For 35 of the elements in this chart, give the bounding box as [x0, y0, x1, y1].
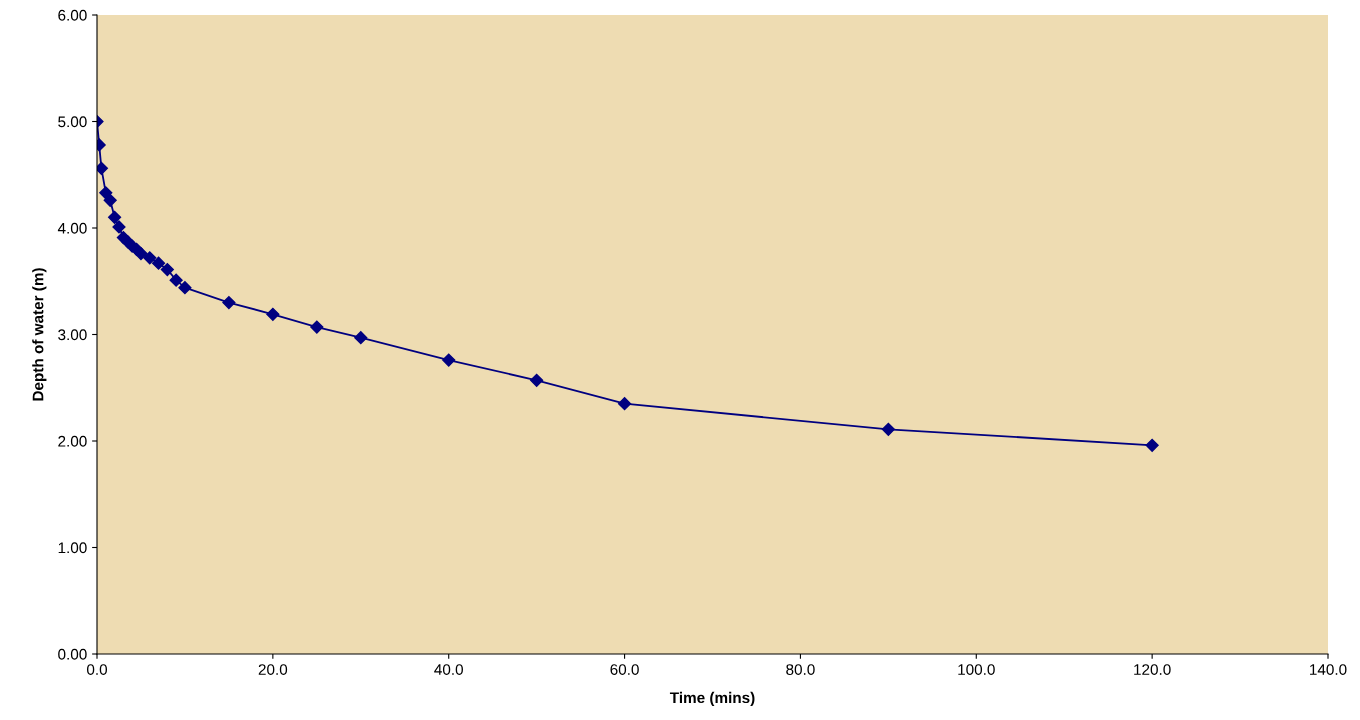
y-axis-title: Depth of water (m)	[32, 268, 47, 401]
y-tick-label: 3.00	[58, 329, 87, 341]
y-tick-label: 0.00	[58, 648, 87, 660]
point	[222, 295, 236, 310]
point	[151, 256, 166, 270]
y-tick-label: 6.00	[58, 9, 87, 21]
x-tick-label: 80.0	[786, 664, 815, 675]
point	[1145, 438, 1159, 452]
point	[143, 251, 157, 265]
point	[103, 193, 117, 207]
y-tick-label: 4.00	[57, 222, 87, 234]
point	[134, 246, 148, 261]
y-tick-label: 2.00	[58, 435, 87, 447]
point	[169, 273, 183, 287]
point	[178, 281, 192, 295]
point	[881, 422, 895, 436]
x-tick-label: 0.0	[86, 664, 108, 675]
x-tick-label: 40.0	[434, 664, 463, 675]
point	[266, 307, 280, 321]
y-tick-label: 1.00	[58, 542, 87, 554]
x-axis-title: Time (mins)	[669, 691, 755, 707]
point	[310, 320, 324, 334]
x-tick-label: 60.0	[610, 664, 639, 675]
point	[107, 210, 122, 224]
point	[160, 262, 174, 277]
point	[112, 220, 126, 234]
x-tick-label: 100.0	[958, 664, 995, 675]
y-tick-label: 5.00	[58, 116, 87, 128]
point	[354, 331, 368, 345]
x-tick-label: 140.0	[1310, 664, 1347, 675]
point	[530, 373, 544, 387]
point	[442, 353, 456, 367]
x-tick-label: 120.0	[1134, 664, 1171, 675]
x-tick-label: 20.0	[258, 664, 288, 675]
point	[617, 397, 632, 411]
